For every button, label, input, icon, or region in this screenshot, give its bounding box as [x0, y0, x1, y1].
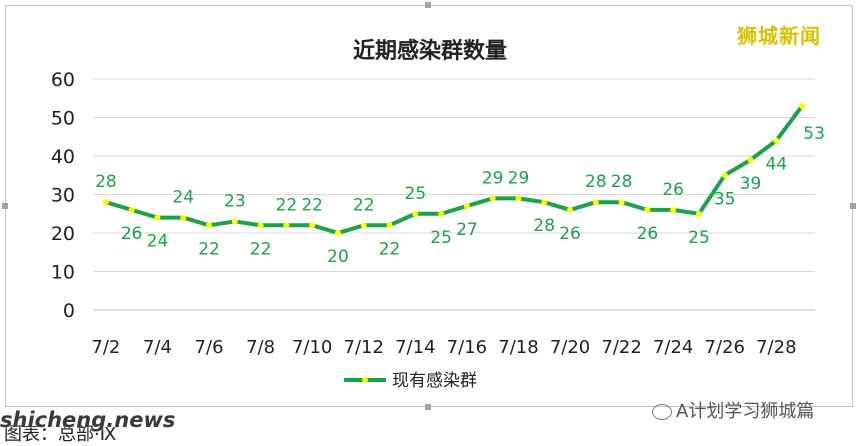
data-point [618, 199, 625, 206]
data-point [309, 222, 316, 229]
data-point [695, 210, 702, 217]
data-label: 39 [740, 174, 762, 194]
data-label: 29 [508, 168, 530, 188]
legend-swatch-marker [362, 377, 368, 383]
y-tick-label: 20 [51, 223, 75, 245]
data-point [463, 203, 470, 210]
data-point [592, 199, 599, 206]
data-label: 28 [95, 172, 117, 192]
data-label: 25 [430, 228, 452, 248]
x-tick-label: 7/16 [447, 337, 487, 358]
data-label: 44 [766, 155, 788, 175]
data-point [206, 222, 213, 229]
data-label: 26 [662, 180, 684, 200]
data-point [334, 230, 341, 236]
data-point [515, 195, 522, 202]
y-tick-label: 10 [51, 262, 75, 284]
data-label: 27 [456, 220, 478, 240]
data-label: 35 [714, 189, 736, 209]
data-label: 26 [559, 224, 581, 244]
y-tick-label: 60 [51, 69, 75, 91]
data-point [438, 210, 445, 217]
data-point [773, 137, 780, 144]
data-label: 28 [533, 216, 555, 236]
chart-frame [2, 2, 856, 410]
data-label: 28 [611, 172, 633, 192]
data-point [567, 206, 574, 213]
x-tick-label: 7/6 [195, 337, 224, 358]
data-point [102, 199, 109, 206]
data-label: 22 [379, 239, 401, 259]
x-tick-label: 7/18 [498, 337, 538, 358]
data-point [257, 222, 264, 229]
data-label: 20 [327, 247, 349, 267]
data-label: 53 [803, 124, 825, 144]
data-point [670, 206, 677, 213]
data-label: 22 [301, 195, 323, 215]
data-label: 26 [637, 224, 659, 244]
y-tick-label: 0 [63, 300, 75, 322]
resize-handle-bottom[interactable] [425, 404, 431, 410]
data-label: 22 [250, 239, 272, 259]
x-tick-label: 7/2 [91, 337, 120, 358]
x-tick-label: 7/10 [292, 337, 332, 358]
resize-handle-right[interactable] [850, 203, 856, 209]
data-label: 22 [276, 195, 298, 215]
data-label: 25 [688, 228, 710, 248]
data-point [644, 206, 651, 213]
y-tick-label: 40 [51, 146, 75, 168]
x-tick-label: 7/20 [550, 337, 590, 358]
x-tick-label: 7/14 [395, 337, 435, 358]
data-point [231, 218, 238, 225]
data-point [747, 156, 754, 163]
data-label: 22 [198, 239, 220, 259]
data-label: 28 [585, 172, 607, 192]
legend: 现有感染群 [344, 371, 477, 391]
data-point [412, 210, 419, 217]
data-point [360, 222, 367, 229]
data-label: 23 [224, 191, 246, 211]
data-point [283, 222, 290, 229]
chat-icon [652, 404, 672, 420]
data-point [128, 206, 135, 213]
x-tick-label: 7/28 [756, 337, 796, 358]
x-tick-label: 7/8 [246, 337, 275, 358]
data-label: 25 [405, 184, 427, 204]
y-axis-ticks: 0 10 20 30 40 50 60 [51, 69, 75, 322]
y-tick-label: 50 [51, 108, 75, 130]
y-tick-label: 30 [51, 185, 75, 207]
data-label: 24 [172, 188, 194, 208]
gridlines [93, 78, 815, 311]
data-label: 24 [147, 232, 169, 252]
data-point [386, 222, 393, 229]
account-name: A计划学习狮城篇 [676, 401, 815, 422]
data-label: 26 [121, 224, 143, 244]
data-label: 29 [482, 168, 504, 188]
x-tick-label: 7/4 [143, 337, 172, 358]
legend-label: 现有感染群 [392, 371, 477, 391]
data-point [154, 214, 161, 221]
brand-watermark: 狮城新闻 [737, 24, 821, 48]
x-tick-label: 7/12 [344, 337, 384, 358]
x-tick-label: 7/26 [705, 337, 745, 358]
data-point [799, 102, 806, 109]
chart-title: 近期感染群数量 [353, 38, 507, 64]
x-tick-label: 7/24 [653, 337, 693, 358]
resize-handle-left[interactable] [2, 203, 8, 209]
data-point [180, 214, 187, 221]
data-point [721, 172, 728, 179]
site-watermark: shicheng.news [0, 408, 176, 432]
resize-handle-top[interactable] [425, 2, 431, 8]
data-label: 22 [353, 195, 375, 215]
x-tick-label: 7/22 [601, 337, 641, 358]
account-watermark: A计划学习狮城篇 [652, 397, 814, 423]
x-axis-ticks: 7/2 7/4 7/6 7/8 7/10 7/12 7/14 7/16 7/18 7/20 7/22… [91, 337, 796, 358]
data-point [489, 195, 496, 202]
series-line [103, 103, 805, 235]
source-line: 图表：总部·Ⅸ [4, 424, 117, 445]
data-point [541, 199, 548, 206]
